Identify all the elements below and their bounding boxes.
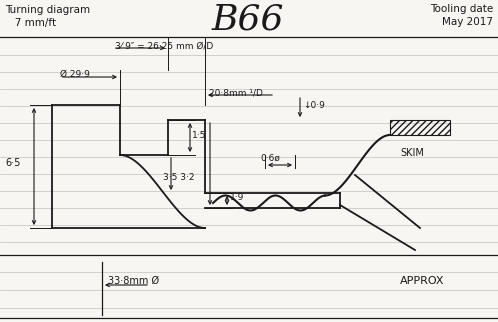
Text: B66: B66 [212, 2, 284, 36]
Text: 7 mm/ft: 7 mm/ft [5, 18, 56, 28]
Text: 6·5: 6·5 [5, 158, 20, 168]
Text: Tooling date: Tooling date [430, 4, 493, 14]
Text: SKIM: SKIM [400, 148, 424, 158]
Text: ↓0·9: ↓0·9 [303, 101, 325, 110]
Text: 1·5: 1·5 [192, 130, 206, 139]
Text: APPROX: APPROX [400, 276, 445, 286]
Text: 1·9: 1·9 [230, 194, 245, 203]
Text: 33·8mm Ø: 33·8mm Ø [108, 276, 159, 286]
Text: May 2017: May 2017 [442, 17, 493, 27]
Text: 20·8mm ¹/D: 20·8mm ¹/D [209, 88, 263, 97]
Text: 3⁄ 9″ = 26·25 mm Ø/D: 3⁄ 9″ = 26·25 mm Ø/D [115, 41, 213, 50]
Text: Ø 29·9: Ø 29·9 [60, 70, 90, 79]
Text: Turning diagram: Turning diagram [5, 5, 90, 15]
Text: 0·6ø: 0·6ø [260, 154, 280, 163]
Bar [390, 120, 450, 135]
Text: 3·5 3·2: 3·5 3·2 [163, 173, 195, 182]
